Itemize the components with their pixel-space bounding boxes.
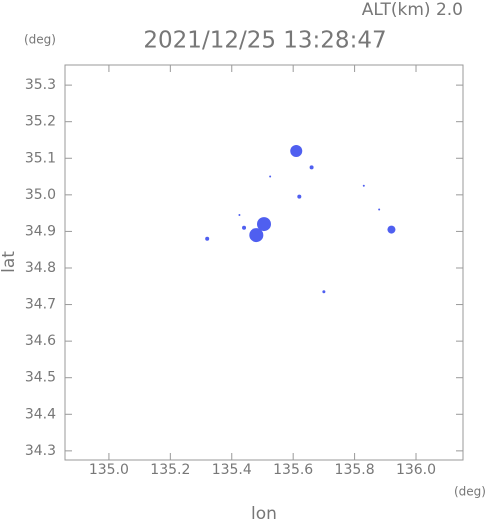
echo — [205, 236, 210, 241]
x-tick-label: 135.4 — [212, 462, 252, 478]
x-tick-label: 135.8 — [335, 462, 375, 478]
y-tick-label: 35.1 — [25, 150, 56, 166]
x-tick-label: 135.2 — [150, 462, 190, 478]
echo — [257, 217, 271, 232]
chart-title: 2021/12/25 13:28:47 — [143, 28, 386, 54]
y-tick-label: 34.3 — [25, 443, 56, 459]
x-tick-label: 135.0 — [89, 462, 129, 478]
y-tick-label: 34.8 — [25, 260, 56, 276]
echo — [290, 144, 303, 157]
y-tick-label: 34.6 — [25, 333, 56, 349]
y-tick-label: 34.5 — [25, 370, 56, 386]
y-tick-label: 35.3 — [25, 77, 56, 93]
altitude-label: ALT(km) 2.0 — [362, 0, 463, 20]
x-tick-label: 136.0 — [396, 462, 436, 478]
echo — [387, 225, 396, 234]
x-unit: (deg) — [454, 485, 486, 499]
plot-frame — [64, 64, 464, 461]
echo — [378, 208, 381, 211]
echo — [322, 290, 326, 294]
y-unit: (deg) — [24, 33, 56, 47]
echo — [297, 194, 302, 199]
echo — [362, 184, 365, 187]
y-tick-label: 35.2 — [25, 114, 56, 130]
echo — [309, 165, 314, 170]
y-tick-label: 34.4 — [25, 406, 56, 422]
x-tick-label: 135.6 — [273, 462, 313, 478]
echo — [238, 213, 241, 216]
echo — [269, 175, 272, 178]
echo — [249, 228, 264, 243]
echo — [242, 225, 247, 230]
y-axis-label: lat — [0, 251, 19, 273]
y-tick-label: 34.7 — [25, 297, 56, 313]
y-tick-label: 34.9 — [25, 223, 56, 239]
x-axis-label: lon — [251, 504, 277, 521]
y-tick-label: 35.0 — [25, 187, 56, 203]
